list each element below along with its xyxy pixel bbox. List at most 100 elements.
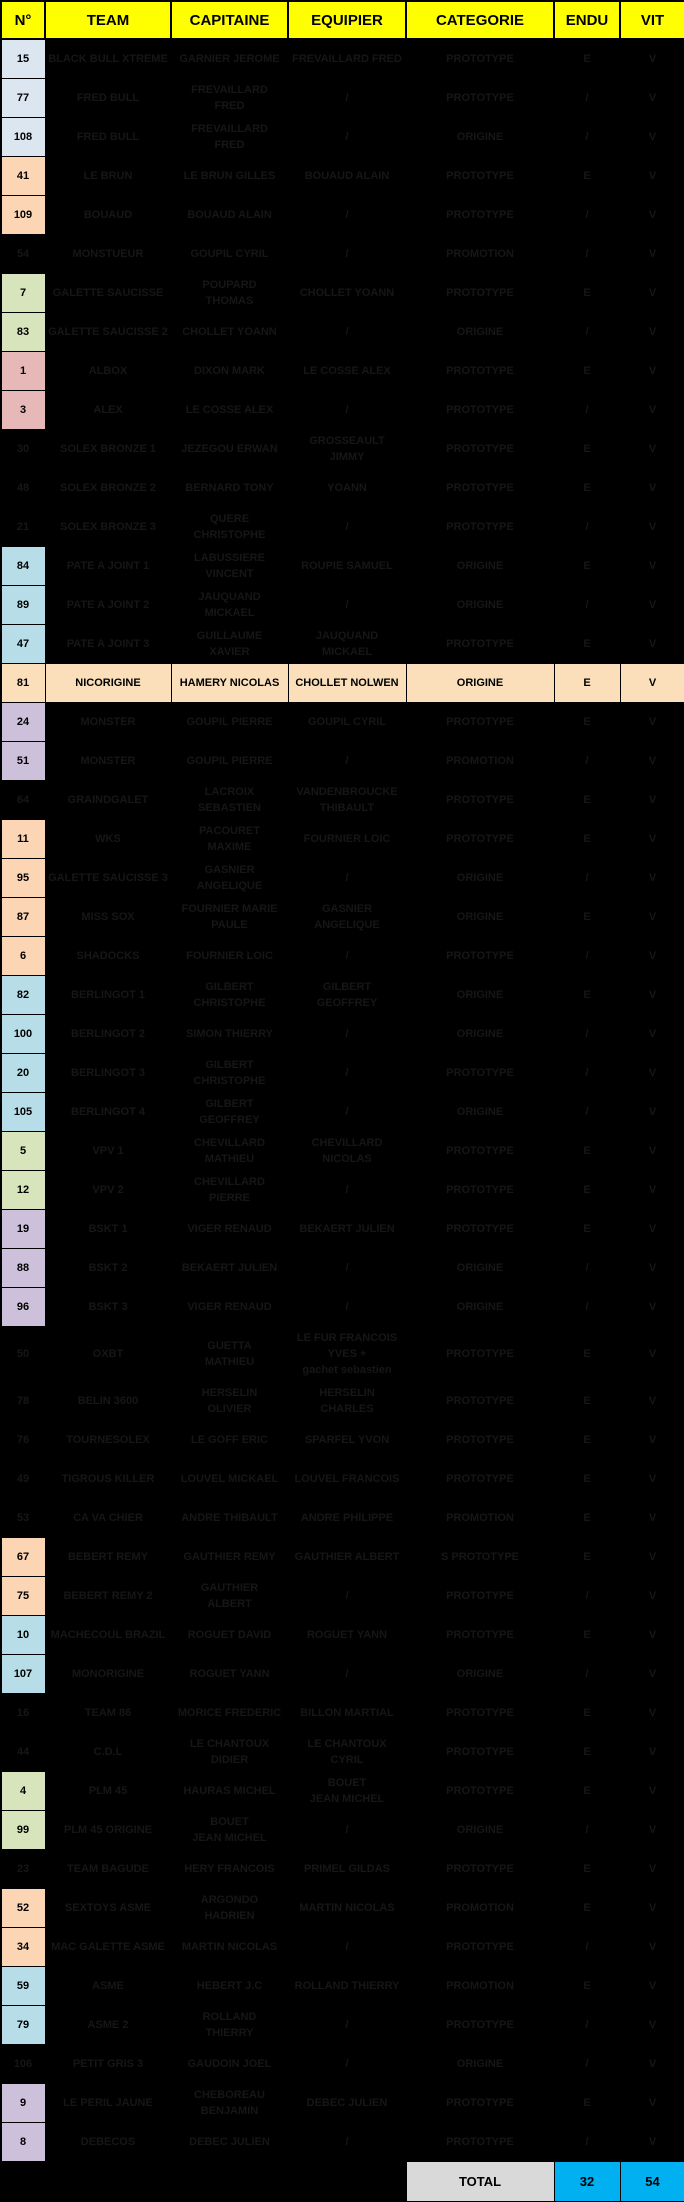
column-header-team: TEAM — [44, 0, 172, 40]
capitaine-cell: PACOURET MAXIME — [170, 819, 289, 859]
equipier-cell: / — [287, 234, 407, 274]
num-cell: 79 — [0, 2005, 46, 2045]
equipier-cell: DEBEC JULIEN — [287, 2083, 407, 2123]
categorie-cell: PROMOTION — [405, 741, 555, 781]
team-cell: MISS SOX — [44, 897, 172, 937]
vit-cell: V — [619, 1326, 684, 1382]
endu-cell: / — [553, 1092, 621, 1132]
equipier-cell: / — [287, 1654, 407, 1694]
vit-cell: V — [619, 702, 684, 742]
table-header: N° TEAM CAPITAINE EQUIPIER CATEGORIE ENDU VIT — [0, 0, 684, 40]
endu-cell: E — [553, 351, 621, 391]
num-cell: 41 — [0, 156, 46, 196]
capitaine-cell: ROLLAND THIERRY — [170, 2005, 289, 2045]
endu-cell: E — [553, 273, 621, 313]
endu-cell: / — [553, 78, 621, 118]
capitaine-cell: HERSELIN OLIVIER — [170, 1381, 289, 1421]
num-cell: 84 — [0, 546, 46, 586]
capitaine-cell: GILBERT CHRISTOPHE — [170, 975, 289, 1015]
capitaine-cell: BEKAERT JULIEN — [170, 1248, 289, 1288]
num-cell: 21 — [0, 507, 46, 547]
categorie-cell: PROTOTYPE — [405, 2083, 555, 2123]
table-row: 108 FRED BULL FREVAILLARD FRED / ORIGINE / V — [0, 117, 684, 157]
categorie-cell: PROTOTYPE — [405, 2122, 555, 2162]
endu-cell: E — [553, 1170, 621, 1210]
categorie-cell: ORIGINE — [405, 858, 555, 898]
capitaine-cell: CHOLLET YOANN — [170, 312, 289, 352]
endu-cell: E — [553, 1732, 621, 1772]
team-cell: NICORIGINE — [44, 663, 172, 703]
team-cell: FRED BULL — [44, 117, 172, 157]
equipier-cell: / — [287, 2005, 407, 2045]
vit-cell: V — [619, 936, 684, 976]
team-cell: BEBERT REMY — [44, 1537, 172, 1577]
capitaine-cell: HERY FRANCOIS — [170, 1849, 289, 1889]
endu-cell: E — [553, 1209, 621, 1249]
table-row: 84 PATE A JOINT 1 LABUSSIERE VINCENT ROUPIE… — [0, 546, 684, 586]
table-row: 75 BEBERT REMY 2 GAUTHIER ALBERT / PROTOTYPE… — [0, 1576, 684, 1616]
equipier-cell: BOUAUD ALAIN — [287, 156, 407, 196]
vit-cell: V — [619, 1693, 684, 1733]
capitaine-cell: CHEVILLARD MATHIEU — [170, 1131, 289, 1171]
table-row: 44 C.D.L LE CHANTOUX DIDIER LE CHANTOUX CYR… — [0, 1732, 684, 1772]
categorie-cell: PROTOTYPE — [405, 780, 555, 820]
capitaine-cell: GOUPIL CYRIL — [170, 234, 289, 274]
equipier-cell: LE FUR FRANCOIS YVES + gachet sebastien — [287, 1326, 407, 1382]
endu-cell: E — [553, 1771, 621, 1811]
team-cell: BERLINGOT 4 — [44, 1092, 172, 1132]
column-header-endu: ENDU — [553, 0, 621, 40]
endu-cell: / — [553, 117, 621, 157]
num-cell: 75 — [0, 1576, 46, 1616]
categorie-cell: ORIGINE — [405, 1287, 555, 1327]
table-row: 78 BELIN 3600 HERSELIN OLIVIER HERSELIN CHA… — [0, 1381, 684, 1421]
table-row: 76 TOURNESOLEX LE GOFF ERIC SPARFEL YVON PRO… — [0, 1420, 684, 1460]
vit-cell: V — [619, 975, 684, 1015]
team-cell: ALEX — [44, 390, 172, 430]
vit-cell: V — [619, 1810, 684, 1850]
endu-cell: / — [553, 2044, 621, 2084]
endu-cell: / — [553, 2005, 621, 2045]
team-cell: BSKT 3 — [44, 1287, 172, 1327]
table-row: 5 VPV 1 CHEVILLARD MATHIEU CHEVILLARD NICOL… — [0, 1131, 684, 1171]
equipier-cell: VANDENBROUCKE THIBAULT — [287, 780, 407, 820]
table-row: 99 PLM 45 ORIGINE BOUET JEAN MICHEL / ORIGIN… — [0, 1810, 684, 1850]
table-row: 109 BOUAUD BOUAUD ALAIN / PROTOTYPE / V — [0, 195, 684, 235]
equipier-cell: / — [287, 1014, 407, 1054]
capitaine-cell: FREVAILLARD FRED — [170, 78, 289, 118]
vit-cell: V — [619, 1498, 684, 1538]
team-cell: TEAM 86 — [44, 1693, 172, 1733]
team-cell: DEBECOS — [44, 2122, 172, 2162]
table-row: 10 MACHECOUL BRAZIL ROGUET DAVID ROGUET YAN… — [0, 1615, 684, 1655]
vit-cell: V — [619, 1615, 684, 1655]
capitaine-cell: FOURNIER LOIC — [170, 936, 289, 976]
capitaine-cell: LE CHANTOUX DIDIER — [170, 1732, 289, 1772]
equipier-cell: ROGUET YANN — [287, 1615, 407, 1655]
endu-cell: / — [553, 1014, 621, 1054]
team-cell: ALBOX — [44, 351, 172, 391]
vit-cell: V — [619, 1420, 684, 1460]
num-cell: 51 — [0, 741, 46, 781]
endu-cell: / — [553, 1287, 621, 1327]
endu-cell: E — [553, 1966, 621, 2006]
team-cell: PATE A JOINT 2 — [44, 585, 172, 625]
team-cell: TOURNESOLEX — [44, 1420, 172, 1460]
vit-cell: V — [619, 507, 684, 547]
capitaine-cell: FOURNIER MARIE PAULE — [170, 897, 289, 937]
vit-cell: V — [619, 1170, 684, 1210]
equipier-cell: FOURNIER LOIC — [287, 819, 407, 859]
num-cell: 105 — [0, 1092, 46, 1132]
team-cell: FRED BULL — [44, 78, 172, 118]
endu-cell: E — [553, 702, 621, 742]
endu-cell: / — [553, 741, 621, 781]
equipier-cell: HERSELIN CHARLES — [287, 1381, 407, 1421]
team-cell: SHADOCKS — [44, 936, 172, 976]
num-cell: 95 — [0, 858, 46, 898]
vit-cell: V — [619, 312, 684, 352]
equipier-cell: LOUVEL FRANCOIS — [287, 1459, 407, 1499]
team-cell: MONSTER — [44, 702, 172, 742]
equipier-cell: CHEVILLARD NICOLAS — [287, 1131, 407, 1171]
capitaine-cell: LOUVEL MICKAEL — [170, 1459, 289, 1499]
endu-cell: E — [553, 1888, 621, 1928]
capitaine-cell: MARTIN NICOLAS — [170, 1927, 289, 1967]
